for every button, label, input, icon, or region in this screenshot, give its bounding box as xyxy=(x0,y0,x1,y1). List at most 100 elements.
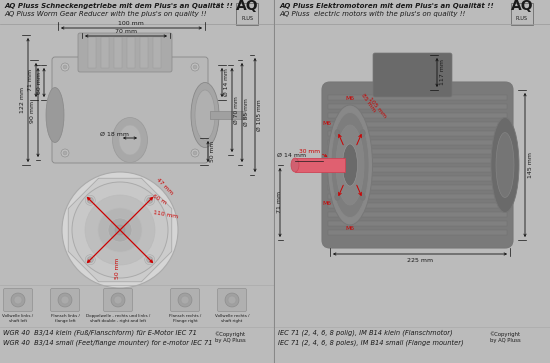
Circle shape xyxy=(147,197,153,203)
Bar xyxy=(328,95,507,100)
Text: 70 mm: 70 mm xyxy=(115,29,137,34)
Circle shape xyxy=(85,195,155,265)
Circle shape xyxy=(62,172,178,288)
Text: 50 mm: 50 mm xyxy=(115,257,120,279)
Circle shape xyxy=(225,293,239,307)
Bar xyxy=(127,37,135,68)
Circle shape xyxy=(61,63,69,71)
Bar xyxy=(328,212,507,217)
Text: 105 mm: 105 mm xyxy=(367,97,387,119)
Circle shape xyxy=(61,149,69,157)
Text: 30 mm: 30 mm xyxy=(299,149,321,154)
Ellipse shape xyxy=(335,193,340,200)
Text: ©Copyright
by AQ Pluss: ©Copyright by AQ Pluss xyxy=(490,331,520,343)
Bar xyxy=(295,158,345,172)
Text: 71 mm: 71 mm xyxy=(28,69,33,91)
Bar xyxy=(328,104,507,109)
FancyBboxPatch shape xyxy=(217,289,246,311)
Bar xyxy=(328,221,507,226)
Ellipse shape xyxy=(335,130,340,137)
Bar xyxy=(236,3,258,25)
Circle shape xyxy=(63,151,67,155)
Ellipse shape xyxy=(360,193,365,200)
Circle shape xyxy=(147,257,153,263)
FancyBboxPatch shape xyxy=(52,57,208,163)
Circle shape xyxy=(178,293,192,307)
Circle shape xyxy=(193,65,197,69)
Text: Ø 85 mm: Ø 85 mm xyxy=(244,98,249,126)
Bar xyxy=(328,167,507,172)
Bar xyxy=(328,230,507,235)
Text: Ø 105 mm: Ø 105 mm xyxy=(257,99,262,131)
Ellipse shape xyxy=(191,82,219,147)
Text: IEC 71 (2, 4, 6, 8 poles), IM B14 small (Flange mounter): IEC 71 (2, 4, 6, 8 poles), IM B14 small … xyxy=(278,339,464,346)
FancyBboxPatch shape xyxy=(51,289,80,311)
Text: 145 mm: 145 mm xyxy=(528,152,533,178)
Text: AQ: AQ xyxy=(511,0,534,13)
Text: Flansch rechts /
Flange right: Flansch rechts / Flange right xyxy=(169,314,201,323)
Text: 85 mm: 85 mm xyxy=(360,93,376,113)
Circle shape xyxy=(193,151,197,155)
Text: M6: M6 xyxy=(322,201,332,206)
Text: 100 mm: 100 mm xyxy=(118,21,144,26)
Bar xyxy=(210,111,245,119)
Text: 50 mm: 50 mm xyxy=(210,140,215,162)
Text: 117 mm: 117 mm xyxy=(440,59,445,85)
Bar xyxy=(88,37,96,68)
Text: M6: M6 xyxy=(345,96,355,101)
Bar xyxy=(328,203,507,208)
Bar xyxy=(328,149,507,154)
Text: 225 mm: 225 mm xyxy=(407,258,433,263)
Circle shape xyxy=(145,255,155,265)
Circle shape xyxy=(114,296,122,304)
Text: 110 mm: 110 mm xyxy=(153,210,179,220)
FancyBboxPatch shape xyxy=(103,289,133,311)
Circle shape xyxy=(11,293,25,307)
Bar xyxy=(101,37,109,68)
Text: 60 m: 60 m xyxy=(151,194,167,206)
Text: M6: M6 xyxy=(345,226,355,231)
Circle shape xyxy=(72,182,168,278)
Text: M6: M6 xyxy=(322,121,332,126)
Text: 90 mm: 90 mm xyxy=(30,101,35,123)
Text: AQ Pluss Schneckengetriebe mit dem Plus's an Qualität !!: AQ Pluss Schneckengetriebe mit dem Plus'… xyxy=(4,3,233,9)
Bar xyxy=(328,176,507,181)
Text: AQ Pluss  electric motors with the plus's on quality !!: AQ Pluss electric motors with the plus's… xyxy=(279,11,465,17)
Text: AQ Pluss Elektromotoren mit dem Plus's an Qualität !!: AQ Pluss Elektromotoren mit dem Plus's a… xyxy=(279,3,494,9)
Text: IEC 71 (2, 4, 6, 8 polig), IM B14 klein (Flanschmotor): IEC 71 (2, 4, 6, 8 polig), IM B14 klein … xyxy=(278,330,453,337)
Text: ©Copyright
by AQ Pluss: ©Copyright by AQ Pluss xyxy=(214,331,245,343)
Circle shape xyxy=(191,149,199,157)
Circle shape xyxy=(228,296,236,304)
Text: AQ Pluss Worm Gear Reducer with the plus's on quality !!: AQ Pluss Worm Gear Reducer with the plus… xyxy=(4,11,206,17)
Ellipse shape xyxy=(327,105,372,225)
Bar xyxy=(153,37,161,68)
Text: AQ: AQ xyxy=(236,0,258,13)
Circle shape xyxy=(111,293,125,307)
Text: WGR 40  B3/14 klein (Fuß/Flanschform) für E-Motor IEC 71: WGR 40 B3/14 klein (Fuß/Flanschform) für… xyxy=(3,330,197,337)
Circle shape xyxy=(145,195,155,205)
Circle shape xyxy=(191,63,199,71)
Bar xyxy=(328,140,507,145)
Circle shape xyxy=(61,296,69,304)
Bar xyxy=(328,131,507,136)
Circle shape xyxy=(85,255,95,265)
Bar xyxy=(328,194,507,199)
Circle shape xyxy=(87,257,94,263)
Text: 71 mm: 71 mm xyxy=(277,191,282,213)
Text: Ø 18 mm: Ø 18 mm xyxy=(100,132,129,137)
Ellipse shape xyxy=(46,87,64,143)
Circle shape xyxy=(98,208,142,252)
Ellipse shape xyxy=(113,118,147,163)
Circle shape xyxy=(14,296,22,304)
Text: Doppelwelle - rechts und links /
shaft double - right and left: Doppelwelle - rechts und links / shaft d… xyxy=(86,314,150,323)
Polygon shape xyxy=(68,178,172,282)
FancyBboxPatch shape xyxy=(3,289,32,311)
Circle shape xyxy=(181,296,189,304)
Bar xyxy=(328,113,507,118)
Bar xyxy=(511,3,533,25)
Text: WGR 40  B3/14 small (Feet/flange mounter) for e-motor IEC 71: WGR 40 B3/14 small (Feet/flange mounter)… xyxy=(3,339,212,346)
Text: 122 mm: 122 mm xyxy=(20,87,25,113)
Bar xyxy=(140,37,148,68)
FancyBboxPatch shape xyxy=(373,53,452,97)
Text: PLUS: PLUS xyxy=(241,16,253,21)
